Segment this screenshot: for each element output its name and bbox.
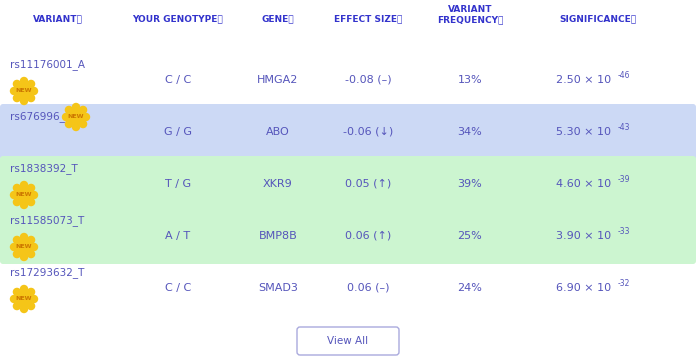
Text: 3.90 × 10: 3.90 × 10 [556,231,611,241]
Circle shape [28,236,35,243]
Text: GENEⓘ: GENEⓘ [262,14,294,24]
Circle shape [13,94,20,102]
Text: rs17293632_T: rs17293632_T [10,268,84,278]
Circle shape [13,80,20,88]
Circle shape [10,295,17,303]
Text: A / T: A / T [166,231,191,241]
Text: FREQUENCYⓘ: FREQUENCYⓘ [437,15,503,24]
Text: 25%: 25% [458,231,482,241]
Circle shape [20,181,28,189]
Text: rs676996_G: rs676996_G [10,111,73,122]
Circle shape [69,110,83,124]
Circle shape [31,244,38,251]
Circle shape [31,295,38,303]
Text: 4.60 × 10: 4.60 × 10 [556,179,611,189]
Circle shape [20,77,28,84]
Circle shape [13,251,20,258]
Text: NEW: NEW [16,296,32,302]
FancyBboxPatch shape [0,104,696,160]
Text: C / C: C / C [165,75,191,85]
Circle shape [28,303,35,310]
Circle shape [17,240,31,254]
Text: SIGNIFICANCEⓘ: SIGNIFICANCEⓘ [560,14,637,24]
FancyBboxPatch shape [0,156,696,212]
Circle shape [13,289,20,295]
Text: NEW: NEW [16,88,32,93]
Circle shape [20,202,28,209]
Text: NEW: NEW [16,193,32,198]
Text: ABO: ABO [266,127,290,137]
Text: -32: -32 [617,278,630,287]
Circle shape [13,199,20,206]
Text: rs11585073_T: rs11585073_T [10,215,84,227]
Circle shape [28,289,35,295]
Circle shape [31,191,38,198]
Circle shape [20,306,28,312]
Circle shape [83,114,90,121]
Text: rs1838392_T: rs1838392_T [10,164,78,174]
Text: SMAD3: SMAD3 [258,283,298,293]
Circle shape [65,121,72,127]
Circle shape [28,80,35,88]
Text: 0.05 (↑): 0.05 (↑) [345,179,391,189]
Circle shape [17,84,31,98]
Text: G / G: G / G [164,127,192,137]
Text: EFFECT SIZEⓘ: EFFECT SIZEⓘ [334,14,402,24]
Text: 5.30 × 10: 5.30 × 10 [556,127,611,137]
Text: 24%: 24% [457,283,482,293]
Text: 34%: 34% [458,127,482,137]
Circle shape [28,251,35,258]
Text: VARIANT: VARIANT [448,5,492,14]
Circle shape [17,188,31,202]
Text: -0.08 (–): -0.08 (–) [345,75,391,85]
Text: NEW: NEW [68,114,84,119]
FancyBboxPatch shape [297,327,399,355]
Text: C / C: C / C [165,283,191,293]
Circle shape [13,184,20,191]
Circle shape [63,114,70,121]
Text: NEW: NEW [16,244,32,249]
Circle shape [65,106,72,113]
Text: -43: -43 [617,122,630,131]
Circle shape [10,88,17,94]
Circle shape [20,286,28,292]
Text: 6.90 × 10: 6.90 × 10 [556,283,611,293]
Circle shape [20,233,28,240]
Circle shape [10,244,17,251]
Text: -0.06 (↓): -0.06 (↓) [343,127,393,137]
Text: XKR9: XKR9 [263,179,293,189]
Circle shape [72,104,79,110]
Circle shape [20,253,28,261]
Circle shape [79,121,86,127]
Text: -33: -33 [617,227,630,236]
Text: VARIANTⓘ: VARIANTⓘ [33,14,83,24]
Circle shape [13,236,20,243]
Text: 2.50 × 10: 2.50 × 10 [556,75,611,85]
FancyBboxPatch shape [0,208,696,264]
Text: 0.06 (↑): 0.06 (↑) [345,231,391,241]
Circle shape [20,97,28,105]
Text: BMP8B: BMP8B [259,231,297,241]
Circle shape [10,191,17,198]
Text: -39: -39 [617,174,630,184]
Circle shape [72,123,79,130]
Text: T / G: T / G [165,179,191,189]
Circle shape [28,199,35,206]
Text: 39%: 39% [458,179,482,189]
Circle shape [31,88,38,94]
Circle shape [17,292,31,306]
Text: 13%: 13% [458,75,482,85]
Text: HMGA2: HMGA2 [258,75,299,85]
Text: YOUR GENOTYPEⓘ: YOUR GENOTYPEⓘ [133,14,223,24]
Circle shape [28,184,35,191]
Text: 0.06 (–): 0.06 (–) [347,283,389,293]
Text: View All: View All [327,336,369,346]
Circle shape [79,106,86,113]
Text: -46: -46 [617,71,630,80]
Circle shape [13,303,20,310]
Text: rs11176001_A: rs11176001_A [10,59,85,71]
Circle shape [28,94,35,102]
